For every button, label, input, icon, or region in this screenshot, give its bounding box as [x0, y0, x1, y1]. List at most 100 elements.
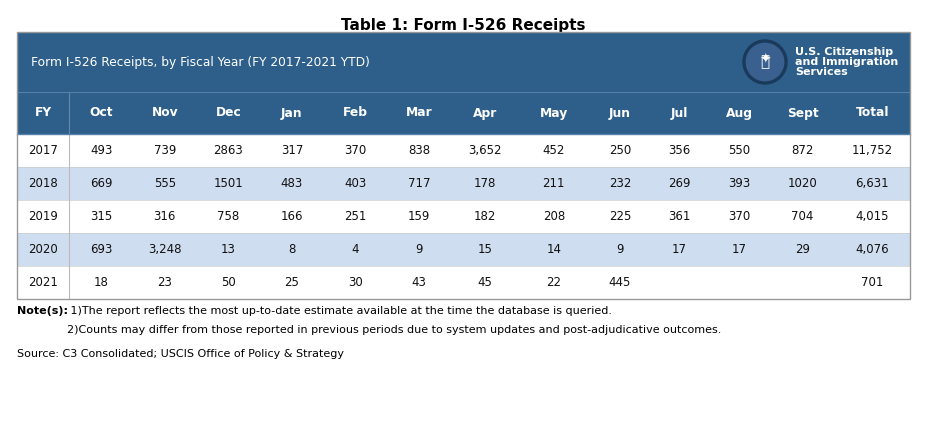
Text: 452: 452 [542, 144, 565, 157]
Text: 704: 704 [792, 210, 814, 223]
Text: Table 1: Form I-526 Receipts: Table 1: Form I-526 Receipts [341, 18, 586, 33]
Text: 555: 555 [154, 177, 176, 190]
Text: 1020: 1020 [788, 177, 818, 190]
Text: 18: 18 [94, 276, 108, 289]
Text: 🦅: 🦅 [760, 54, 769, 70]
Text: Apr: Apr [473, 106, 498, 120]
Text: 493: 493 [90, 144, 112, 157]
Circle shape [743, 40, 787, 84]
Text: 3,652: 3,652 [468, 144, 502, 157]
Text: Sept: Sept [787, 106, 819, 120]
Text: 445: 445 [609, 276, 631, 289]
Text: Services: Services [795, 67, 848, 77]
Text: 9: 9 [415, 243, 423, 256]
Text: Jun: Jun [609, 106, 631, 120]
Text: 2020: 2020 [29, 243, 58, 256]
Text: Note(s):: Note(s): [17, 306, 68, 316]
Text: 23: 23 [158, 276, 172, 289]
Text: 393: 393 [728, 177, 750, 190]
Text: 25: 25 [285, 276, 299, 289]
Text: 316: 316 [154, 210, 176, 223]
Text: 159: 159 [408, 210, 430, 223]
Text: 3,248: 3,248 [148, 243, 182, 256]
Text: 370: 370 [728, 210, 750, 223]
Text: 483: 483 [281, 177, 303, 190]
Text: 403: 403 [345, 177, 367, 190]
Circle shape [746, 43, 783, 81]
Text: 6,631: 6,631 [856, 177, 889, 190]
Text: 2018: 2018 [29, 177, 58, 190]
Text: Mar: Mar [406, 106, 433, 120]
Text: 550: 550 [728, 144, 750, 157]
Text: 15: 15 [477, 243, 492, 256]
Bar [17, 200, 910, 233]
Text: ✦: ✦ [759, 53, 771, 67]
Bar [17, 32, 910, 92]
Text: 717: 717 [408, 177, 430, 190]
Text: 361: 361 [668, 210, 691, 223]
Text: and Immigration: and Immigration [795, 57, 898, 67]
Text: 669: 669 [90, 177, 112, 190]
Text: FY: FY [34, 106, 52, 120]
Text: 17: 17 [672, 243, 687, 256]
Text: 8: 8 [288, 243, 296, 256]
Text: 9: 9 [616, 243, 624, 256]
Text: 370: 370 [345, 144, 367, 157]
Text: 758: 758 [217, 210, 239, 223]
Text: 22: 22 [546, 276, 562, 289]
Text: 739: 739 [154, 144, 176, 157]
Text: 166: 166 [281, 210, 303, 223]
Text: 45: 45 [477, 276, 492, 289]
Text: Total: Total [856, 106, 889, 120]
Text: Oct: Oct [90, 106, 113, 120]
Text: 178: 178 [474, 177, 496, 190]
Text: 11,752: 11,752 [852, 144, 893, 157]
Text: 701: 701 [861, 276, 883, 289]
Text: 1)The report reflects the most up-to-date estimate available at the time the dat: 1)The report reflects the most up-to-dat… [67, 306, 612, 316]
Text: U.S. Citizenship: U.S. Citizenship [795, 47, 893, 57]
Text: 182: 182 [474, 210, 496, 223]
Text: 1501: 1501 [213, 177, 243, 190]
Text: 2)Counts may differ from those reported in previous periods due to system update: 2)Counts may differ from those reported … [67, 325, 721, 334]
Bar [17, 32, 910, 299]
Text: 4,015: 4,015 [856, 210, 889, 223]
Text: 315: 315 [90, 210, 112, 223]
Text: 30: 30 [349, 276, 362, 289]
Text: 211: 211 [542, 177, 565, 190]
Text: 693: 693 [90, 243, 112, 256]
Text: Jan: Jan [281, 106, 303, 120]
Text: 50: 50 [221, 276, 235, 289]
Text: 269: 269 [668, 177, 691, 190]
Text: 208: 208 [542, 210, 565, 223]
Text: 13: 13 [221, 243, 235, 256]
Text: Dec: Dec [215, 106, 241, 120]
Text: 4: 4 [351, 243, 360, 256]
Text: 251: 251 [344, 210, 367, 223]
Text: Feb: Feb [343, 106, 368, 120]
Text: May: May [540, 106, 568, 120]
Bar [17, 266, 910, 299]
Text: 2021: 2021 [29, 276, 58, 289]
Text: 872: 872 [792, 144, 814, 157]
Text: 14: 14 [546, 243, 562, 256]
Bar [17, 92, 910, 134]
Text: 29: 29 [795, 243, 810, 256]
Text: 225: 225 [609, 210, 631, 223]
Text: 17: 17 [731, 243, 746, 256]
Text: Jul: Jul [671, 106, 688, 120]
Text: 2863: 2863 [213, 144, 243, 157]
Text: 317: 317 [281, 144, 303, 157]
Text: Source: C3 Consolidated; USCIS Office of Policy & Strategy: Source: C3 Consolidated; USCIS Office of… [17, 349, 344, 359]
Text: 2019: 2019 [29, 210, 58, 223]
Bar [17, 167, 910, 200]
Text: Form I-526 Receipts, by Fiscal Year (FY 2017-2021 YTD): Form I-526 Receipts, by Fiscal Year (FY … [31, 55, 370, 69]
Text: Aug: Aug [726, 106, 753, 120]
Text: 232: 232 [609, 177, 631, 190]
Text: 250: 250 [609, 144, 631, 157]
Bar [17, 233, 910, 266]
Text: 2017: 2017 [29, 144, 58, 157]
Bar [17, 134, 910, 167]
Text: 838: 838 [408, 144, 430, 157]
Text: 4,076: 4,076 [856, 243, 889, 256]
Text: 43: 43 [412, 276, 426, 289]
